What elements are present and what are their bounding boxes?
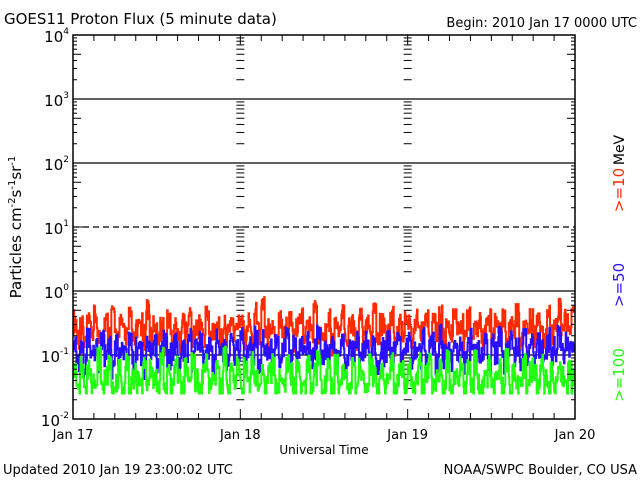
- chart-title: GOES11 Proton Flux (5 minute data): [4, 10, 277, 28]
- y-tick-label: 10-2: [41, 411, 69, 430]
- x-axis-label: Universal Time: [279, 443, 368, 457]
- x-tick-label: Jan 18: [219, 428, 261, 443]
- series-line-0: [72, 296, 576, 357]
- series-line-1: [72, 323, 576, 380]
- credit: NOAA/SWPC Boulder, CO USA: [444, 463, 637, 478]
- series-line-2: [72, 345, 576, 395]
- y-tick-label: 10-1: [41, 347, 69, 366]
- series-group: [72, 296, 576, 395]
- y-tick-label: 101: [44, 219, 69, 238]
- x-tick-label: Jan 19: [386, 428, 428, 443]
- legend-item-100mev: >=100: [610, 348, 628, 402]
- x-tick-label: Jan 20: [554, 428, 596, 443]
- y-tick-label: 100: [44, 283, 69, 302]
- y-tick-label: 103: [44, 91, 69, 110]
- legend-unit: MeV: [612, 134, 628, 165]
- legend-item-10mev: >=10: [610, 168, 628, 212]
- updated-time: Updated 2010 Jan 19 23:00:02 UTC: [3, 463, 233, 478]
- x-tick-label: Jan 17: [52, 428, 94, 443]
- y-axis-label: Particles cm-2s-1sr-1: [7, 156, 25, 299]
- axes: 10-2 10-1 100 101 102 103 104 Jan 17 Jan 18 Jan 1…: [41, 27, 595, 443]
- y-tick-label: 104: [44, 27, 69, 46]
- legend-item-50mev: >=50: [610, 263, 628, 307]
- y-label-main: Particles cm: [7, 207, 25, 298]
- begin-time: Begin: 2010 Jan 17 0000 UTC: [446, 16, 637, 31]
- y-tick-label: 102: [44, 155, 69, 174]
